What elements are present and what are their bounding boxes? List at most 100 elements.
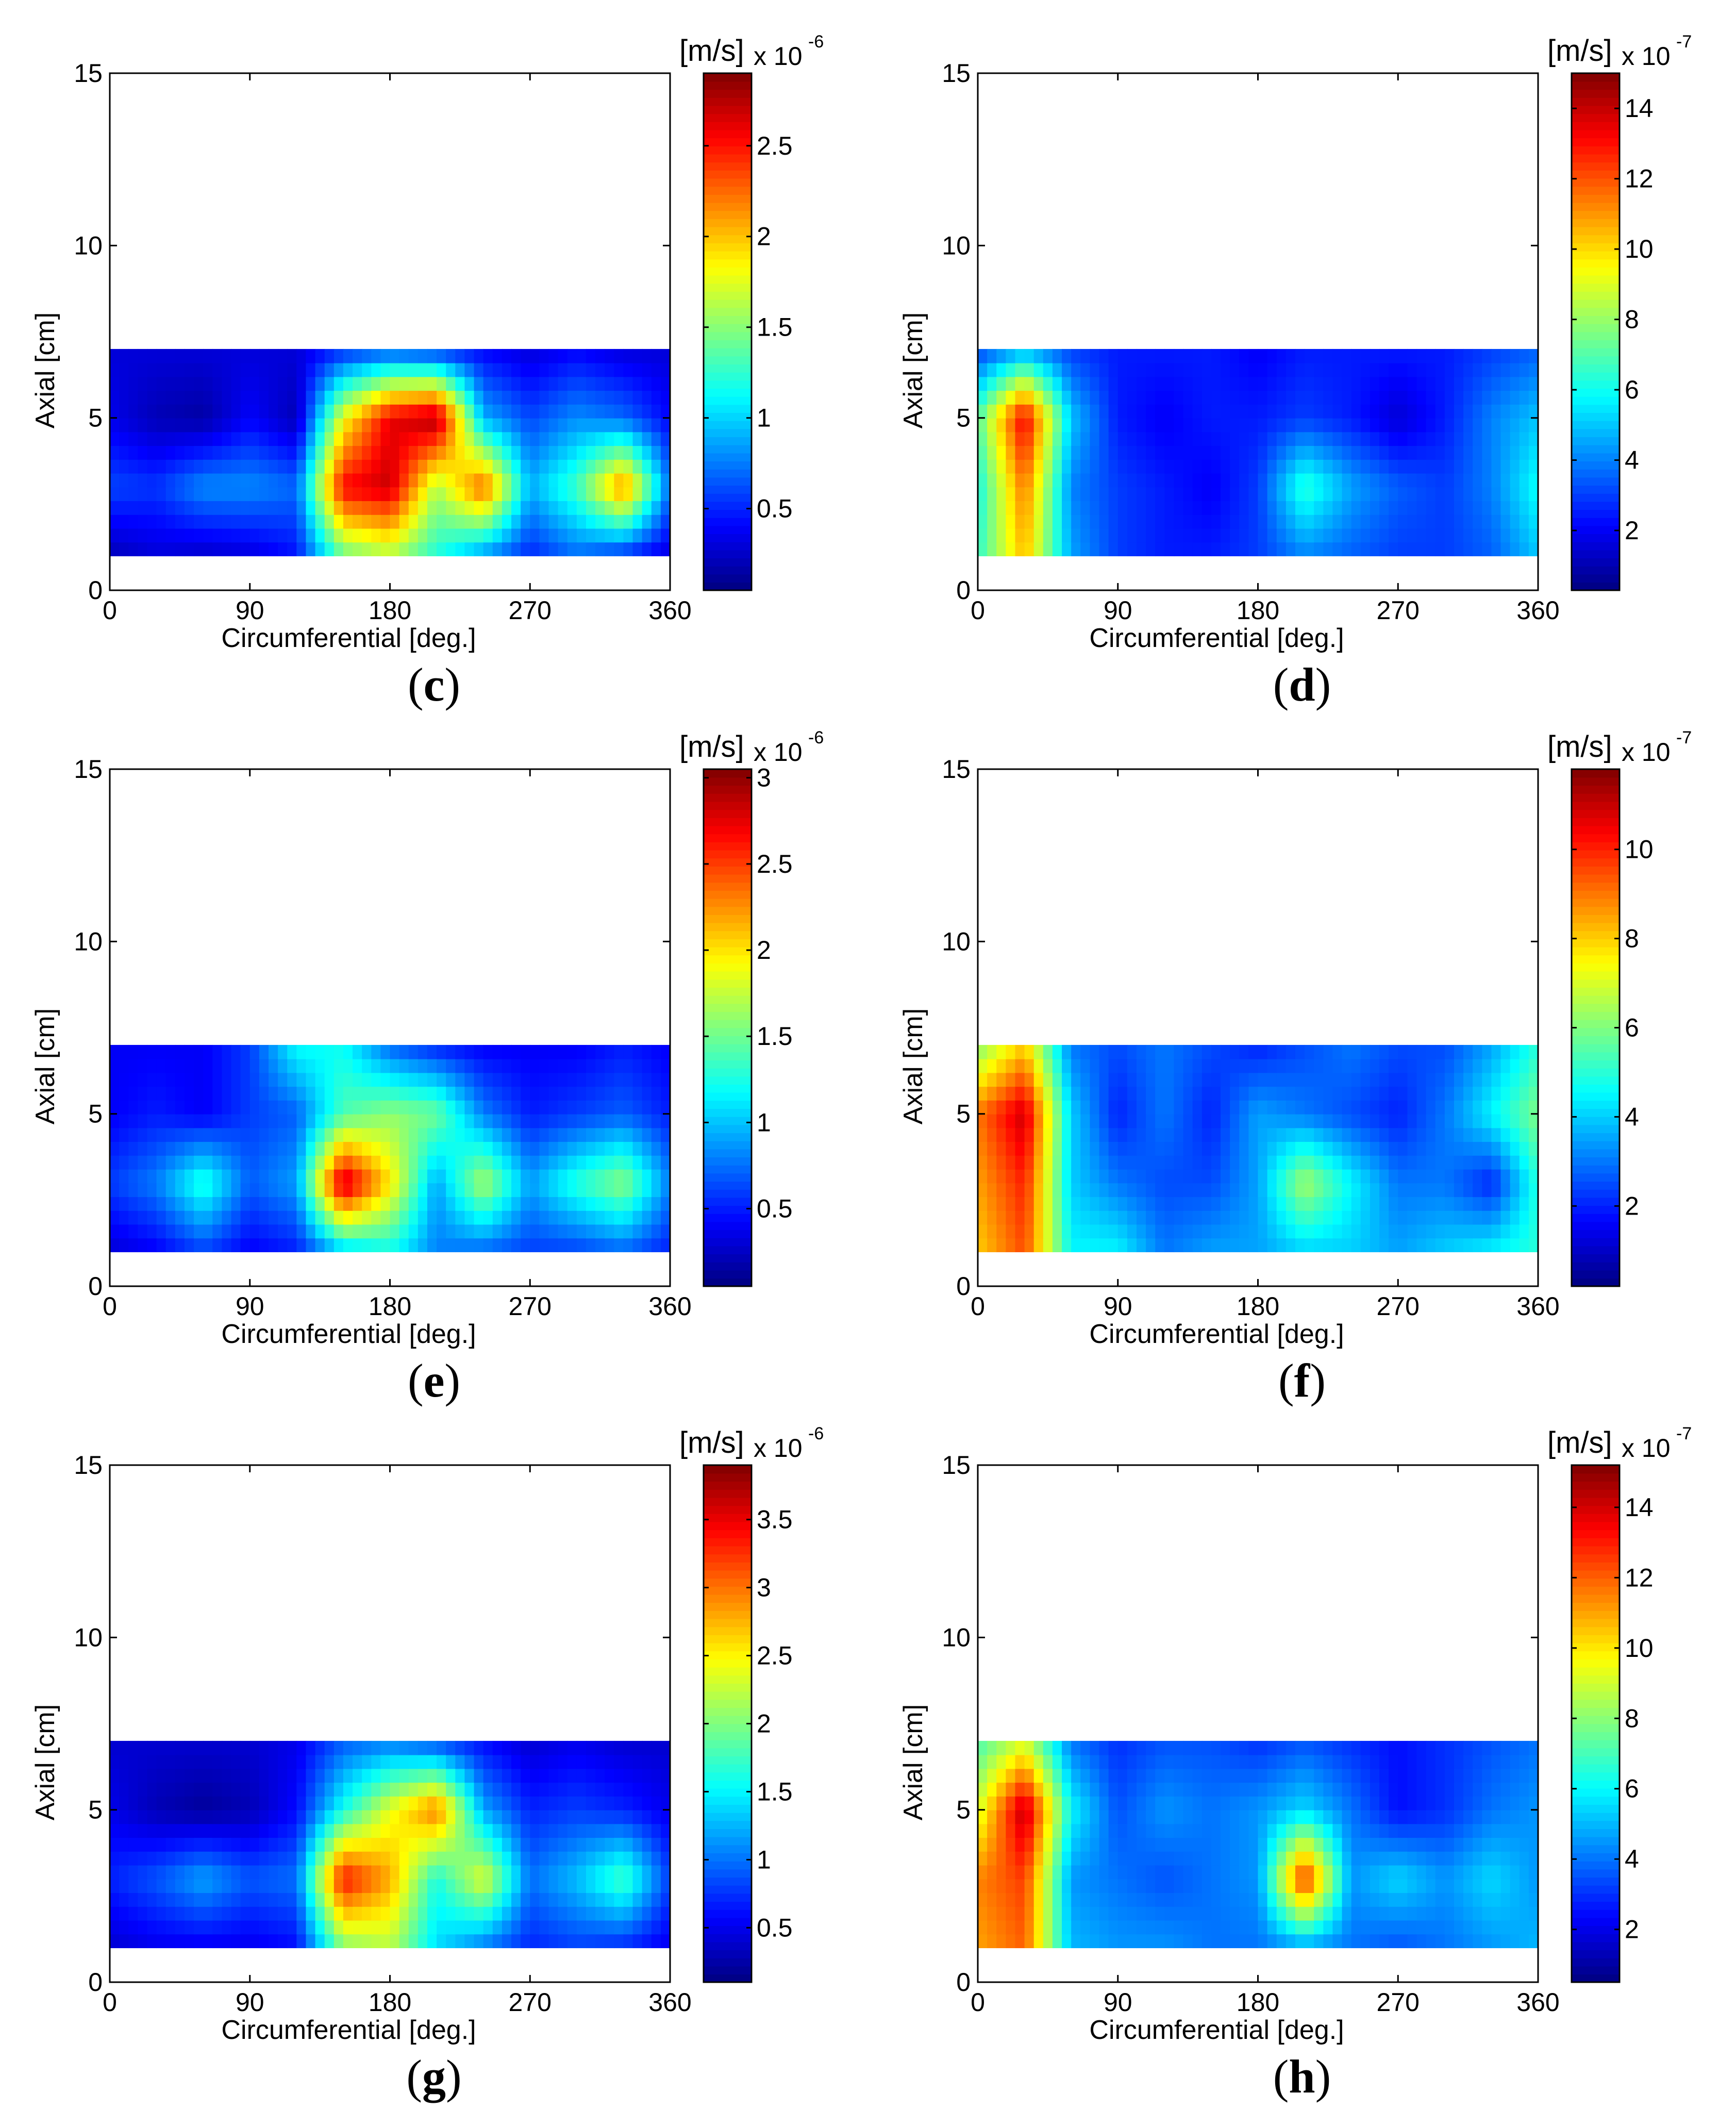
heatmap-cell	[427, 362, 437, 377]
heatmap-cell	[110, 1809, 120, 1824]
heatmap-cell	[1379, 1114, 1390, 1128]
heatmap-cell	[1201, 445, 1212, 460]
colorbar-tick-label: 14	[1625, 94, 1654, 123]
heatmap-cell	[567, 1796, 577, 1811]
heatmap-cell	[1136, 362, 1146, 377]
heatmap-cell	[418, 1809, 428, 1824]
colorbar-strip	[704, 931, 752, 939]
heatmap-cell	[1136, 1155, 1146, 1170]
heatmap-cell	[408, 1768, 419, 1783]
heatmap-cell	[623, 1782, 633, 1797]
heatmap-cell	[437, 431, 447, 446]
colorbar-strip	[1572, 219, 1620, 227]
heatmap-cell	[1117, 418, 1128, 433]
heatmap-cell	[353, 542, 363, 557]
heatmap-cell	[623, 376, 633, 391]
heatmap-cell	[1510, 1183, 1520, 1198]
heatmap-cell	[1314, 1058, 1324, 1073]
heatmap-cell	[231, 1127, 241, 1142]
heatmap-cell	[203, 1837, 213, 1852]
heatmap-cell	[1248, 1086, 1259, 1101]
heatmap-cell	[119, 404, 129, 419]
colorbar-strip	[704, 477, 752, 486]
heatmap-cell	[306, 473, 316, 488]
heatmap-cell	[605, 528, 615, 543]
heatmap-cell	[437, 1823, 447, 1838]
colorbar-strip	[704, 444, 752, 454]
heatmap-cell	[642, 1934, 652, 1949]
heatmap-cell	[315, 376, 325, 391]
heatmap-cell	[1332, 1114, 1343, 1128]
heatmap-cell	[390, 1127, 400, 1142]
heatmap-cell	[651, 1920, 661, 1935]
heatmap-cell	[408, 1114, 419, 1128]
heatmap-cell	[1342, 528, 1352, 543]
heatmap-cell	[156, 1044, 166, 1059]
heatmap-cell	[278, 1169, 288, 1184]
heatmap-cell	[1127, 514, 1137, 529]
heatmap-cell	[1482, 542, 1492, 557]
heatmap-cell	[249, 1141, 260, 1156]
heatmap-cell	[1015, 1141, 1025, 1156]
heatmap-cell	[1323, 404, 1333, 419]
heatmap-cell	[1295, 445, 1305, 460]
heatmap-cell	[642, 1837, 652, 1852]
heatmap-cell	[315, 1114, 325, 1128]
heatmap-cell	[268, 528, 278, 543]
colorbar-strip	[704, 73, 752, 82]
heatmap-cell	[278, 1879, 288, 1894]
colorbar-strip	[1572, 138, 1620, 146]
heatmap-cell	[1305, 1224, 1315, 1239]
heatmap-cell	[492, 1155, 503, 1170]
heatmap-cell	[1426, 514, 1436, 529]
colorbar-strip	[1572, 825, 1620, 835]
heatmap-cell	[1248, 362, 1259, 377]
heatmap-cell	[1108, 362, 1119, 377]
heatmap-cell	[483, 528, 493, 543]
colorbar-strip	[1572, 251, 1620, 260]
heatmap-cell	[399, 1169, 409, 1184]
heatmap-cell	[110, 1865, 120, 1880]
heatmap-cell	[1473, 1044, 1483, 1059]
colorbar-strip	[704, 1043, 752, 1053]
heatmap-cell	[278, 528, 288, 543]
heatmap-cell	[156, 445, 166, 460]
heatmap-cell	[660, 1740, 671, 1755]
heatmap-cell	[474, 1210, 484, 1225]
heatmap-cell	[1136, 528, 1146, 543]
heatmap-cell	[315, 1796, 325, 1811]
heatmap-cell	[175, 1127, 185, 1142]
heatmap-cell	[651, 487, 661, 502]
heatmap-cell	[194, 1100, 204, 1115]
heatmap-cell	[1108, 376, 1119, 391]
heatmap-cell	[175, 1782, 185, 1797]
colorbar-strip	[704, 818, 752, 826]
heatmap-cell	[586, 1114, 596, 1128]
heatmap-cell	[1519, 1197, 1529, 1211]
heatmap-cell	[278, 1100, 288, 1115]
heatmap-cell	[296, 1183, 307, 1198]
heatmap-cell	[222, 1197, 232, 1211]
heatmap-cell	[1416, 1224, 1427, 1239]
heatmap-cell	[296, 431, 307, 446]
heatmap-cell	[1500, 528, 1511, 543]
heatmap-cell	[194, 1823, 204, 1838]
heatmap-cell	[165, 1238, 176, 1253]
heatmap-cell	[147, 1169, 157, 1184]
colorbar-strip	[1572, 525, 1620, 535]
heatmap-cell	[605, 1100, 615, 1115]
heatmap-cell	[1099, 404, 1109, 419]
y-axis-label: Axial [cm]	[30, 312, 60, 428]
heatmap-cell	[156, 1823, 166, 1838]
heatmap-cell	[362, 1851, 372, 1866]
heatmap-cell	[521, 376, 531, 391]
heatmap-cell	[315, 1238, 325, 1253]
heatmap-cell	[1024, 514, 1034, 529]
heatmap-cell	[1500, 362, 1511, 377]
heatmap-cell	[380, 1127, 391, 1142]
heatmap-cell	[660, 1086, 671, 1101]
heatmap-cell	[1305, 501, 1315, 515]
heatmap-cell	[1248, 1197, 1259, 1211]
y-tick-label: 10	[942, 927, 971, 956]
heatmap-cell	[1201, 390, 1212, 405]
